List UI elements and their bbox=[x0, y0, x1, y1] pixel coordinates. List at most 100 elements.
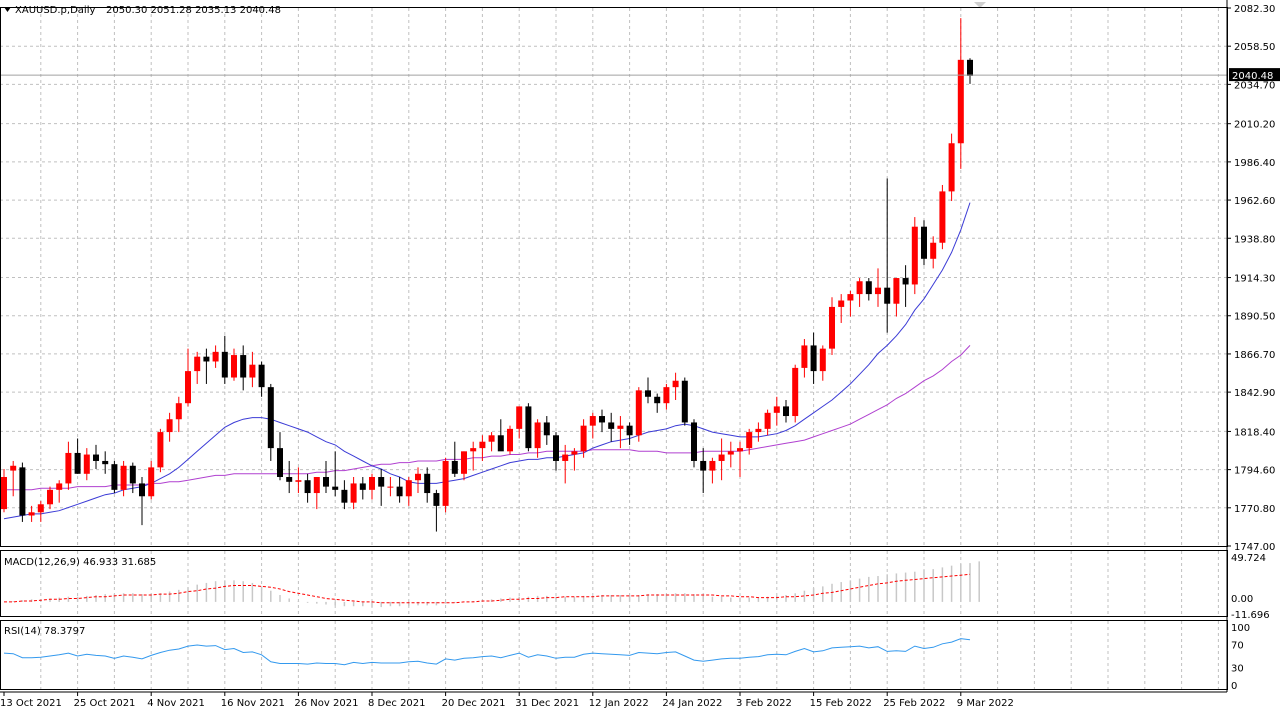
candle[interactable] bbox=[405, 477, 412, 506]
candle[interactable] bbox=[865, 278, 872, 301]
candle[interactable] bbox=[921, 220, 927, 266]
candle[interactable] bbox=[543, 416, 550, 445]
candle[interactable] bbox=[249, 351, 256, 388]
candle[interactable] bbox=[755, 422, 762, 442]
candle[interactable] bbox=[930, 236, 937, 269]
candle[interactable] bbox=[507, 425, 513, 455]
candle[interactable] bbox=[737, 441, 743, 478]
candle[interactable] bbox=[691, 419, 697, 468]
candle[interactable] bbox=[534, 419, 541, 458]
candle[interactable] bbox=[801, 339, 808, 378]
candle[interactable] bbox=[139, 477, 145, 526]
candle[interactable] bbox=[267, 383, 274, 461]
candle[interactable] bbox=[727, 441, 734, 468]
candle[interactable] bbox=[856, 278, 863, 307]
candle[interactable] bbox=[313, 477, 320, 510]
candle[interactable] bbox=[773, 396, 780, 426]
candle[interactable] bbox=[341, 480, 348, 510]
rsi-plot[interactable] bbox=[3, 638, 971, 666]
candle[interactable] bbox=[792, 364, 799, 423]
candle[interactable] bbox=[516, 406, 523, 439]
candle[interactable] bbox=[10, 460, 17, 497]
candle[interactable] bbox=[304, 473, 311, 503]
candle[interactable] bbox=[635, 387, 642, 442]
candle[interactable] bbox=[663, 383, 670, 410]
candle[interactable] bbox=[902, 265, 909, 307]
price-plot[interactable] bbox=[0, 2, 1227, 532]
macd-plot[interactable] bbox=[4, 561, 980, 608]
candle[interactable] bbox=[884, 178, 891, 333]
candle[interactable] bbox=[746, 428, 753, 455]
candle[interactable] bbox=[654, 393, 661, 413]
candle[interactable] bbox=[102, 451, 109, 474]
candle[interactable] bbox=[369, 473, 375, 500]
candle[interactable] bbox=[783, 399, 789, 423]
candle[interactable] bbox=[838, 294, 845, 323]
candle[interactable] bbox=[240, 345, 247, 391]
candle[interactable] bbox=[359, 477, 366, 500]
time-axis[interactable]: 13 Oct 2021 25 Oct 2021 4 Nov 2021 16 Nov 2… bbox=[0, 692, 1014, 709]
candle[interactable] bbox=[442, 457, 449, 513]
candle[interactable] bbox=[387, 477, 394, 497]
candle[interactable] bbox=[111, 460, 118, 494]
candle[interactable] bbox=[74, 438, 81, 474]
candle[interactable] bbox=[479, 435, 486, 461]
candle[interactable] bbox=[396, 477, 403, 503]
candle[interactable] bbox=[19, 462, 26, 522]
candle[interactable] bbox=[166, 412, 173, 442]
candle[interactable] bbox=[875, 268, 881, 307]
candle[interactable] bbox=[709, 457, 716, 484]
candle[interactable] bbox=[617, 416, 624, 449]
candle[interactable] bbox=[488, 432, 495, 452]
candle[interactable] bbox=[185, 348, 191, 407]
candle[interactable] bbox=[681, 377, 688, 426]
candle[interactable] bbox=[148, 460, 155, 500]
candle[interactable] bbox=[939, 184, 946, 250]
candle[interactable] bbox=[323, 460, 329, 494]
candle[interactable] bbox=[93, 444, 99, 469]
candle[interactable] bbox=[718, 438, 725, 481]
candle[interactable] bbox=[221, 335, 228, 384]
candle[interactable] bbox=[957, 18, 964, 169]
candle[interactable] bbox=[83, 448, 90, 481]
candle[interactable] bbox=[175, 396, 182, 433]
candle[interactable] bbox=[203, 348, 210, 384]
candle[interactable] bbox=[911, 217, 918, 295]
candle[interactable] bbox=[56, 480, 63, 503]
candle[interactable] bbox=[378, 468, 385, 506]
candle[interactable] bbox=[157, 428, 164, 473]
candle[interactable] bbox=[580, 419, 587, 458]
price-axis[interactable]: 2082.30 2058.50 2034.70 2010.20 1986.40 1962.… bbox=[1227, 4, 1280, 692]
candle[interactable] bbox=[332, 451, 339, 497]
candle[interactable] bbox=[470, 441, 477, 471]
candle[interactable] bbox=[967, 58, 973, 84]
candle[interactable] bbox=[461, 451, 467, 481]
candle[interactable] bbox=[497, 419, 504, 452]
candle[interactable] bbox=[212, 345, 219, 368]
candle[interactable] bbox=[893, 278, 900, 317]
candle[interactable] bbox=[626, 422, 633, 445]
candle[interactable] bbox=[829, 297, 835, 356]
candle[interactable] bbox=[553, 432, 559, 471]
candle[interactable] bbox=[1, 468, 7, 513]
candle[interactable] bbox=[47, 486, 53, 510]
candle[interactable] bbox=[700, 448, 707, 494]
candle[interactable] bbox=[277, 432, 283, 481]
candle[interactable] bbox=[286, 460, 293, 494]
candle[interactable] bbox=[28, 505, 35, 522]
candle[interactable] bbox=[608, 412, 615, 442]
candle[interactable] bbox=[433, 489, 440, 532]
candle[interactable] bbox=[258, 361, 265, 397]
candle[interactable] bbox=[120, 460, 127, 497]
candle[interactable] bbox=[37, 501, 44, 522]
candle[interactable] bbox=[645, 377, 651, 404]
candle[interactable] bbox=[129, 462, 136, 494]
candle[interactable] bbox=[562, 444, 569, 484]
candle[interactable] bbox=[415, 467, 421, 494]
candle[interactable] bbox=[764, 409, 771, 436]
candle[interactable] bbox=[819, 345, 826, 381]
candle[interactable] bbox=[599, 409, 605, 433]
candle[interactable] bbox=[810, 332, 817, 384]
candle[interactable] bbox=[65, 441, 72, 490]
